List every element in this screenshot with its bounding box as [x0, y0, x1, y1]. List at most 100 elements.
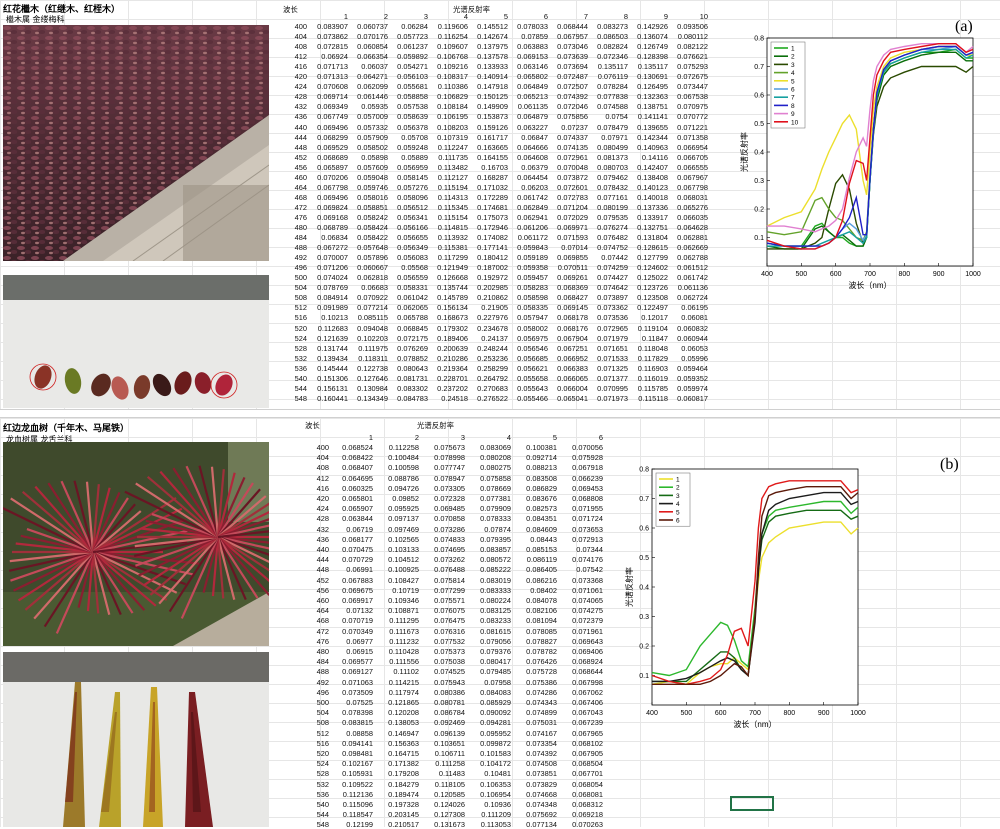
reflectance-cell[interactable]: 0.072965 — [597, 323, 628, 333]
reflectance-cell[interactable]: 0.064879 — [517, 112, 548, 122]
reflectance-cell[interactable]: 0.072487 — [557, 72, 588, 82]
reflectance-cell[interactable]: 0.084783 — [397, 393, 428, 403]
reflectance-cell[interactable]: 0.066954 — [677, 142, 708, 152]
reflectance-cell[interactable]: 0.114215 — [388, 677, 419, 687]
reflectance-cell[interactable]: 0.112247 — [437, 142, 468, 152]
reflectance-cell[interactable]: 0.067701 — [572, 769, 603, 779]
reflectance-cell[interactable]: 0.139655 — [637, 122, 668, 132]
reflectance-cell[interactable]: 0.072507 — [557, 82, 588, 92]
reflectance-cell[interactable]: 0.064454 — [517, 172, 548, 182]
reflectance-cell[interactable]: 0.070719 — [342, 616, 373, 626]
reflectance-cell[interactable]: 0.06924 — [321, 52, 348, 62]
wavelength-cell[interactable]: 524 — [316, 759, 329, 769]
reflectance-cell[interactable]: 0.066952 — [557, 353, 588, 363]
reflectance-cell[interactable]: 0.070772 — [677, 112, 708, 122]
wavelength-cell[interactable]: 508 — [316, 718, 329, 728]
reflectance-cell[interactable]: 0.106829 — [437, 92, 468, 102]
reflectance-cell[interactable]: 0.07014 — [561, 243, 588, 253]
reflectance-cell[interactable]: 0.112127 — [437, 172, 468, 182]
reflectance-cell[interactable]: 0.073362 — [597, 303, 628, 313]
reflectance-cell[interactable]: 0.160441 — [317, 393, 348, 403]
reflectance-cell[interactable]: 0.134349 — [357, 393, 388, 403]
reflectance-cell[interactable]: 0.058424 — [357, 223, 388, 232]
reflectance-cell[interactable]: 0.059457 — [517, 273, 548, 283]
reflectance-cell[interactable]: 0.149909 — [477, 102, 508, 112]
reflectance-cell[interactable]: 0.116254 — [437, 32, 468, 42]
reflectance-cell[interactable]: 0.073305 — [434, 483, 465, 493]
reflectance-cell[interactable]: 0.062724 — [677, 293, 708, 303]
reflectance-cell[interactable]: 0.074286 — [526, 687, 557, 697]
reflectance-cell[interactable]: 0.062941 — [517, 212, 548, 222]
reflectance-cell[interactable]: 0.069714 — [317, 92, 348, 102]
reflectance-cell[interactable]: 0.067904 — [557, 333, 588, 343]
reflectance-cell[interactable]: 0.140018 — [637, 192, 668, 202]
reflectance-cell[interactable]: 0.068176 — [557, 323, 588, 333]
reflectance-cell[interactable]: 0.122497 — [637, 303, 668, 313]
reflectance-cell[interactable]: 0.060854 — [357, 42, 388, 52]
reflectance-cell[interactable]: 0.108427 — [388, 575, 419, 585]
reflectance-cell[interactable]: 0.128398 — [637, 52, 668, 62]
reflectance-cell[interactable]: 0.071204 — [557, 202, 588, 212]
reflectance-cell[interactable]: 0.068054 — [572, 779, 603, 789]
reflectance-cell[interactable]: 0.084351 — [526, 514, 557, 524]
reflectance-cell[interactable]: 0.069675 — [342, 585, 373, 595]
wavelength-cell[interactable]: 452 — [294, 152, 307, 162]
reflectance-cell[interactable]: 0.067905 — [572, 749, 603, 758]
reflectance-cell[interactable]: 0.057909 — [357, 132, 388, 142]
wavelength-cell[interactable]: 472 — [316, 626, 329, 636]
reflectance-cell[interactable]: 0.061042 — [397, 293, 428, 303]
reflectance-cell[interactable]: 0.102167 — [342, 759, 373, 769]
reflectance-cell[interactable]: 0.060325 — [342, 483, 373, 493]
reflectance-cell[interactable]: 0.065041 — [557, 393, 588, 403]
reflectance-cell[interactable]: 0.086503 — [597, 32, 628, 42]
reflectance-cell[interactable]: 0.071724 — [572, 514, 603, 524]
reflectance-cell[interactable]: 0.06977 — [346, 636, 373, 646]
reflectance-cell[interactable]: 0.07132 — [346, 606, 373, 616]
wavelength-cell[interactable]: 444 — [316, 555, 329, 565]
reflectance-cell[interactable]: 0.085115 — [357, 313, 388, 323]
reflectance-cell[interactable]: 0.073354 — [526, 738, 557, 748]
reflectance-cell[interactable]: 0.061172 — [517, 233, 548, 243]
reflectance-cell[interactable]: 0.068504 — [572, 759, 603, 769]
reflectance-cell[interactable]: 0.06203 — [521, 182, 548, 192]
reflectance-cell[interactable]: 0.060737 — [357, 22, 388, 31]
wavelength-cell[interactable]: 520 — [294, 323, 307, 333]
reflectance-cell[interactable]: 0.156134 — [437, 303, 468, 313]
reflectance-cell[interactable]: 0.074392 — [526, 749, 557, 758]
reflectance-cell[interactable]: 0.082106 — [526, 606, 557, 616]
reflectance-cell[interactable]: 0.071377 — [597, 373, 628, 383]
reflectance-cell[interactable]: 0.075856 — [557, 112, 588, 122]
reflectance-cell[interactable]: 0.059892 — [397, 52, 428, 62]
wavelength-cell[interactable]: 428 — [294, 92, 307, 102]
reflectance-cell[interactable]: 0.074642 — [597, 283, 628, 293]
reflectance-cell[interactable]: 0.145789 — [437, 293, 468, 303]
reflectance-cell[interactable]: 0.258299 — [477, 363, 508, 373]
reflectance-cell[interactable]: 0.130691 — [637, 72, 668, 82]
reflectance-cell[interactable]: 0.068407 — [342, 463, 373, 473]
reflectance-cell[interactable]: 0.130984 — [357, 383, 388, 393]
reflectance-cell[interactable]: 0.111258 — [435, 759, 465, 769]
reflectance-cell[interactable]: 0.168287 — [477, 172, 508, 182]
reflectance-cell[interactable]: 0.076426 — [526, 657, 557, 667]
reflectance-cell[interactable]: 0.076488 — [434, 565, 465, 575]
reflectance-cell[interactable]: 0.074508 — [526, 759, 557, 769]
reflectance-cell[interactable]: 0.078398 — [342, 708, 373, 718]
reflectance-cell[interactable]: 0.142926 — [637, 22, 668, 31]
reflectance-cell[interactable]: 0.067798 — [317, 182, 348, 192]
wavelength-cell[interactable]: 464 — [316, 606, 329, 616]
reflectance-cell[interactable]: 0.146947 — [388, 728, 419, 738]
reflectance-cell[interactable]: 0.097469 — [388, 524, 419, 534]
reflectance-cell[interactable]: 0.137975 — [477, 42, 508, 52]
reflectance-cell[interactable]: 0.081615 — [480, 626, 511, 636]
reflectance-cell[interactable]: 0.056512 — [397, 202, 428, 212]
wavelength-cell[interactable]: 520 — [316, 749, 329, 758]
reflectance-cell[interactable]: 0.073897 — [597, 293, 628, 303]
reflectance-cell[interactable]: 0.113932 — [437, 233, 468, 243]
reflectance-cell[interactable]: 0.202985 — [477, 283, 508, 293]
reflectance-cell[interactable]: 0.145444 — [317, 363, 348, 373]
reflectance-cell[interactable]: 0.10481 — [484, 769, 511, 779]
reflectance-cell[interactable]: 0.121949 — [437, 263, 468, 273]
reflectance-cell[interactable]: 0.069971 — [557, 223, 588, 232]
reflectance-cell[interactable]: 0.070511 — [557, 263, 588, 273]
reflectance-cell[interactable]: 0.092469 — [434, 718, 465, 728]
